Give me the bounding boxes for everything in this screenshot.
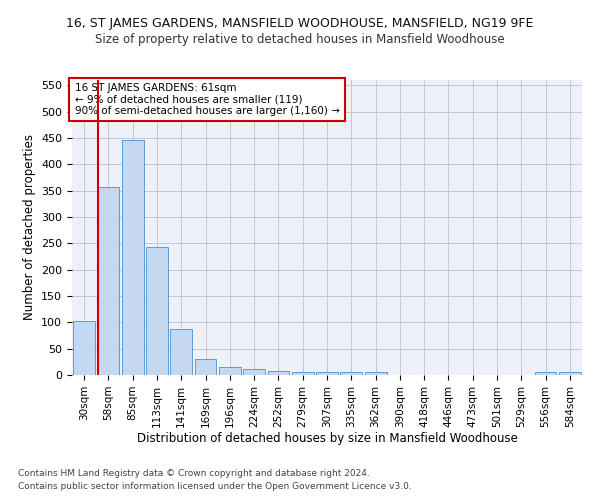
Text: 16 ST JAMES GARDENS: 61sqm
← 9% of detached houses are smaller (119)
90% of semi: 16 ST JAMES GARDENS: 61sqm ← 9% of detac…: [74, 83, 340, 116]
Bar: [146, 247, 168, 375]
Bar: [122, 140, 143, 375]
Text: Size of property relative to detached houses in Mansfield Woodhouse: Size of property relative to detached ho…: [95, 32, 505, 46]
Text: Contains HM Land Registry data © Crown copyright and database right 2024.: Contains HM Land Registry data © Crown c…: [18, 468, 370, 477]
Y-axis label: Number of detached properties: Number of detached properties: [23, 134, 35, 320]
Bar: [97, 187, 119, 375]
Bar: [559, 372, 581, 375]
Bar: [73, 322, 95, 375]
Bar: [170, 328, 192, 375]
Text: Contains public sector information licensed under the Open Government Licence v3: Contains public sector information licen…: [18, 482, 412, 491]
Bar: [268, 371, 289, 375]
Bar: [194, 359, 217, 375]
Bar: [292, 372, 314, 375]
Bar: [340, 372, 362, 375]
Text: 16, ST JAMES GARDENS, MANSFIELD WOODHOUSE, MANSFIELD, NG19 9FE: 16, ST JAMES GARDENS, MANSFIELD WOODHOUS…: [67, 18, 533, 30]
X-axis label: Distribution of detached houses by size in Mansfield Woodhouse: Distribution of detached houses by size …: [137, 432, 517, 446]
Bar: [316, 372, 338, 375]
Bar: [243, 368, 265, 375]
Bar: [365, 372, 386, 375]
Bar: [219, 367, 241, 375]
Bar: [535, 372, 556, 375]
